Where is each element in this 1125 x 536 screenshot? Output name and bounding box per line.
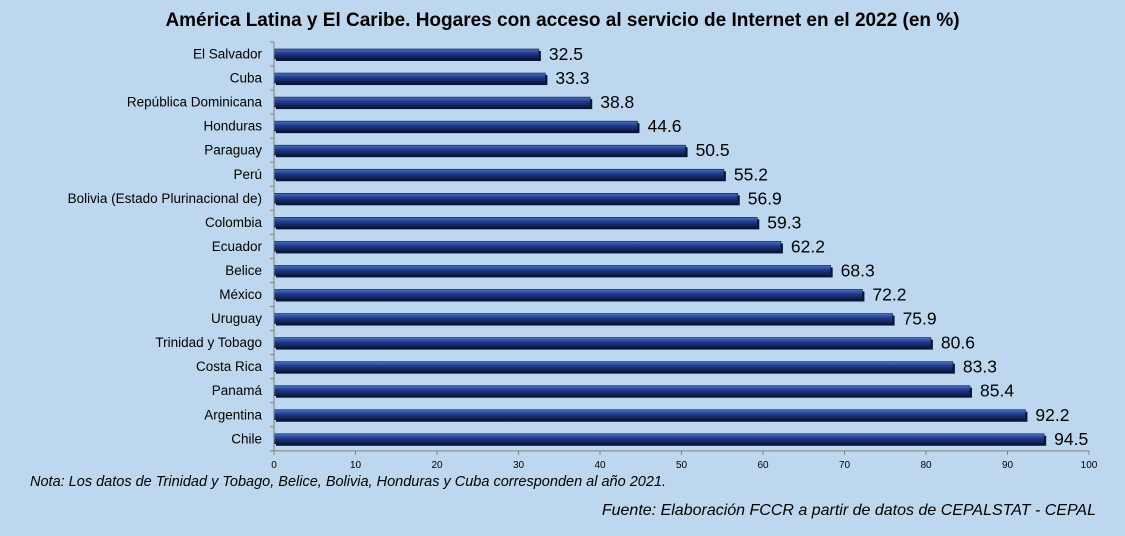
value-label: 56.9 [748, 188, 782, 208]
x-tick-label: 80 [920, 460, 932, 471]
value-label: 55.2 [734, 164, 768, 184]
category-label: República Dominicana [127, 95, 263, 110]
bar [273, 409, 1026, 421]
bar [273, 337, 932, 348]
x-tick-label: 10 [350, 460, 362, 471]
bar [273, 385, 971, 397]
bar [273, 241, 782, 252]
x-tick-label: 40 [594, 460, 606, 471]
value-label: 68.3 [841, 260, 875, 280]
category-label: Colombia [205, 215, 263, 230]
x-tick-label: 30 [513, 460, 525, 471]
value-label: 85.4 [980, 381, 1014, 401]
x-tick-label: 100 [1081, 460, 1098, 471]
bar [273, 96, 591, 108]
value-label: 59.3 [767, 212, 801, 232]
value-label: 80.6 [941, 333, 975, 353]
value-label: 83.3 [963, 357, 997, 377]
value-label: 44.6 [647, 116, 681, 136]
value-label: 32.5 [549, 44, 583, 64]
value-label: 62.2 [791, 236, 825, 256]
x-tick-label: 60 [757, 460, 769, 471]
value-label: 38.8 [600, 92, 634, 112]
chart-note: Nota: Los datos de Trinidad y Tobago, Be… [30, 474, 666, 490]
value-label: 50.5 [696, 140, 730, 160]
bars-group: El Salvador 32.5 Cuba 33.3 República Dominic… [68, 44, 1089, 449]
x-tick-label: 50 [676, 460, 688, 471]
bar [273, 265, 831, 276]
value-label: 33.3 [555, 68, 589, 88]
value-label: 92.2 [1035, 405, 1069, 425]
category-label: Chile [231, 431, 262, 446]
category-label: Cuba [230, 71, 263, 86]
x-axis: 0 10 20 30 40 50 60 70 80 90 100 [270, 41, 1098, 471]
bar [273, 433, 1045, 445]
bar [273, 168, 725, 180]
category-label: Panamá [212, 383, 263, 398]
chart-title: América Latina y El Caribe. Hogares con … [165, 10, 960, 31]
bar [273, 313, 893, 324]
category-label: Paraguay [204, 143, 262, 158]
category-label: Honduras [203, 119, 262, 134]
category-label: El Salvador [193, 47, 263, 62]
bar [273, 72, 546, 84]
bar [273, 193, 739, 204]
value-label: 72.2 [872, 285, 906, 305]
x-tick-label: 0 [271, 460, 277, 471]
bar [273, 289, 863, 300]
x-tick-label: 70 [839, 460, 851, 471]
category-label: México [219, 287, 262, 302]
category-label: Bolivia (Estado Plurinacional de) [68, 191, 262, 206]
category-label: Trinidad y Tobago [155, 335, 262, 350]
bar [273, 48, 540, 60]
category-label: Costa Rica [196, 359, 263, 374]
value-label: 94.5 [1054, 429, 1088, 449]
x-tick-label: 20 [431, 460, 443, 471]
bar [273, 217, 758, 228]
bar [273, 361, 954, 372]
bar [273, 120, 638, 132]
category-label: Argentina [204, 407, 262, 422]
category-label: Ecuador [212, 239, 263, 254]
chart-source: Fuente: Elaboración FCCR a partir de dat… [601, 502, 1096, 519]
value-label: 75.9 [903, 309, 937, 329]
x-tick-label: 90 [1002, 460, 1014, 471]
category-label: Belice [225, 263, 262, 278]
bar [273, 144, 686, 156]
category-label: Uruguay [211, 311, 262, 326]
category-label: Perú [233, 167, 262, 182]
